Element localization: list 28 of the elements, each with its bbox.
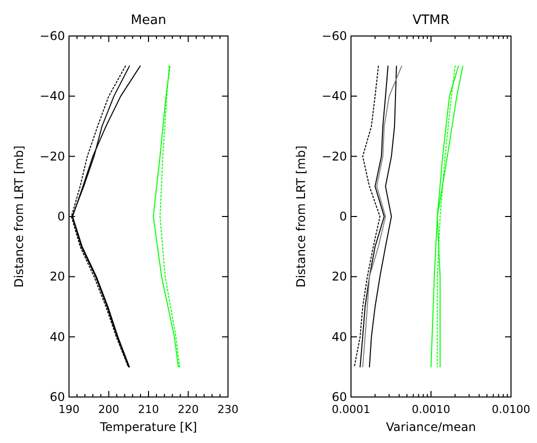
y-tick-label: 60 xyxy=(332,390,347,404)
y-tick-label: 20 xyxy=(332,270,347,284)
y-tick-label: −40 xyxy=(322,89,347,104)
y-axis-title: Distance from LRT [mb] xyxy=(294,146,308,288)
x-tick-label: 190 xyxy=(58,403,80,416)
chart-title: VTMR xyxy=(412,13,450,28)
chart-title: Mean xyxy=(130,13,166,28)
x-axis-title: Temperature [K] xyxy=(98,420,198,434)
y-tick-label: −20 xyxy=(40,149,65,164)
x-tick-label: 210 xyxy=(138,403,159,416)
x-tick-label: 230 xyxy=(218,403,238,416)
y-tick-label: −60 xyxy=(40,29,65,43)
y-tick-label: 40 xyxy=(50,330,65,344)
x-tick-label: 0.0010 xyxy=(412,403,450,416)
y-tick-label: 20 xyxy=(50,270,65,284)
x-tick-label: 220 xyxy=(178,403,199,416)
y-tick-label: 60 xyxy=(50,390,65,404)
y-tick-label: 0 xyxy=(57,210,65,224)
y-tick-label: −40 xyxy=(40,89,65,104)
x-tick-label: 0.0100 xyxy=(492,403,530,416)
x-axis-title: Variance/mean xyxy=(386,420,476,434)
y-tick-label: 0 xyxy=(339,210,347,224)
y-axis-title: Distance from LRT [mb] xyxy=(12,146,26,288)
y-tick-label: −60 xyxy=(322,29,347,43)
x-tick-label: 200 xyxy=(98,403,120,416)
y-tick-label: −20 xyxy=(322,149,347,164)
y-tick-label: 40 xyxy=(332,330,347,344)
x-tick-label: 0.0001 xyxy=(332,403,370,416)
